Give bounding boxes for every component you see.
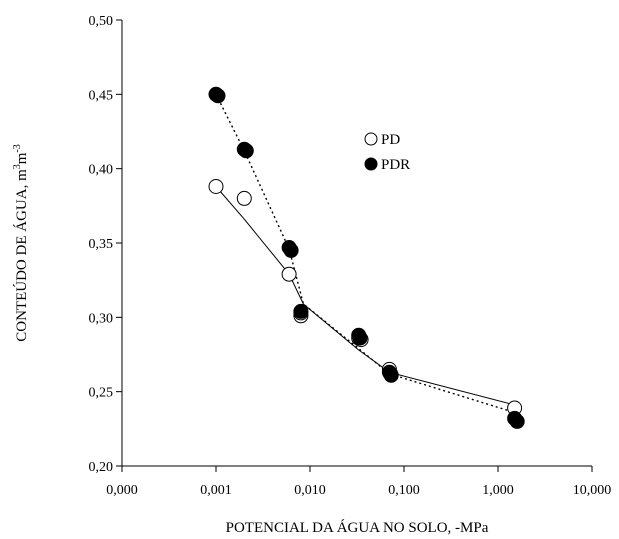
point-pd (281, 266, 297, 282)
y-axis-title-sup2: -3 (12, 144, 23, 152)
point-pdr (210, 88, 226, 104)
y-tick-label: 0,25 (89, 386, 114, 401)
y-ticks: 0,20 0,25 0,30 0,35 0,40 0,45 0,50 (89, 14, 122, 475)
y-tick-label: 0,45 (89, 88, 114, 103)
point-pdr (352, 330, 368, 346)
data-points (208, 86, 525, 429)
x-tick-label: 0,000 (106, 483, 138, 498)
x-ticks: 0,000 0,001 0,010 0,100 1,000 10,000 (106, 466, 611, 498)
y-axis-title: CONTEÚDO DE ÁGUA, m3m-3 (12, 144, 30, 342)
legend-label-pdr: PDR (381, 157, 410, 173)
y-tick-label: 0,50 (89, 14, 114, 29)
x-tick-label: 1,000 (482, 483, 514, 498)
curve-pd (215, 186, 515, 406)
y-axis-title-mid: m (14, 152, 30, 164)
y-axis-title-main: CONTEÚDO DE ÁGUA, m (13, 169, 30, 342)
legend-marker-pd (364, 132, 378, 146)
x-tick-label: 0,100 (388, 483, 420, 498)
y-tick-label: 0,30 (89, 311, 114, 326)
y-axis-title-sup1: 3 (12, 164, 23, 169)
point-pd (236, 190, 252, 206)
point-pdr (293, 303, 309, 319)
point-pdr (383, 367, 399, 383)
legend-marker-pdr (364, 157, 378, 171)
x-axis-title: POTENCIAL DA ÁGUA NO SOLO, -MPa (226, 519, 489, 536)
point-pd (208, 179, 224, 194)
x-tick-label: 10,000 (573, 483, 612, 498)
x-tick-label: 0,001 (200, 483, 232, 498)
legend-label-pd: PD (381, 132, 400, 148)
legend: PD PDR (364, 132, 410, 173)
point-pdr (283, 242, 299, 258)
y-tick-label: 0,35 (89, 237, 114, 252)
y-tick-label: 0,40 (89, 163, 114, 178)
point-pdr (509, 413, 525, 429)
axes (121, 20, 592, 467)
y-tick-label: 0,20 (89, 460, 114, 475)
x-tick-label: 0,010 (294, 483, 326, 498)
point-pdr (238, 143, 254, 159)
